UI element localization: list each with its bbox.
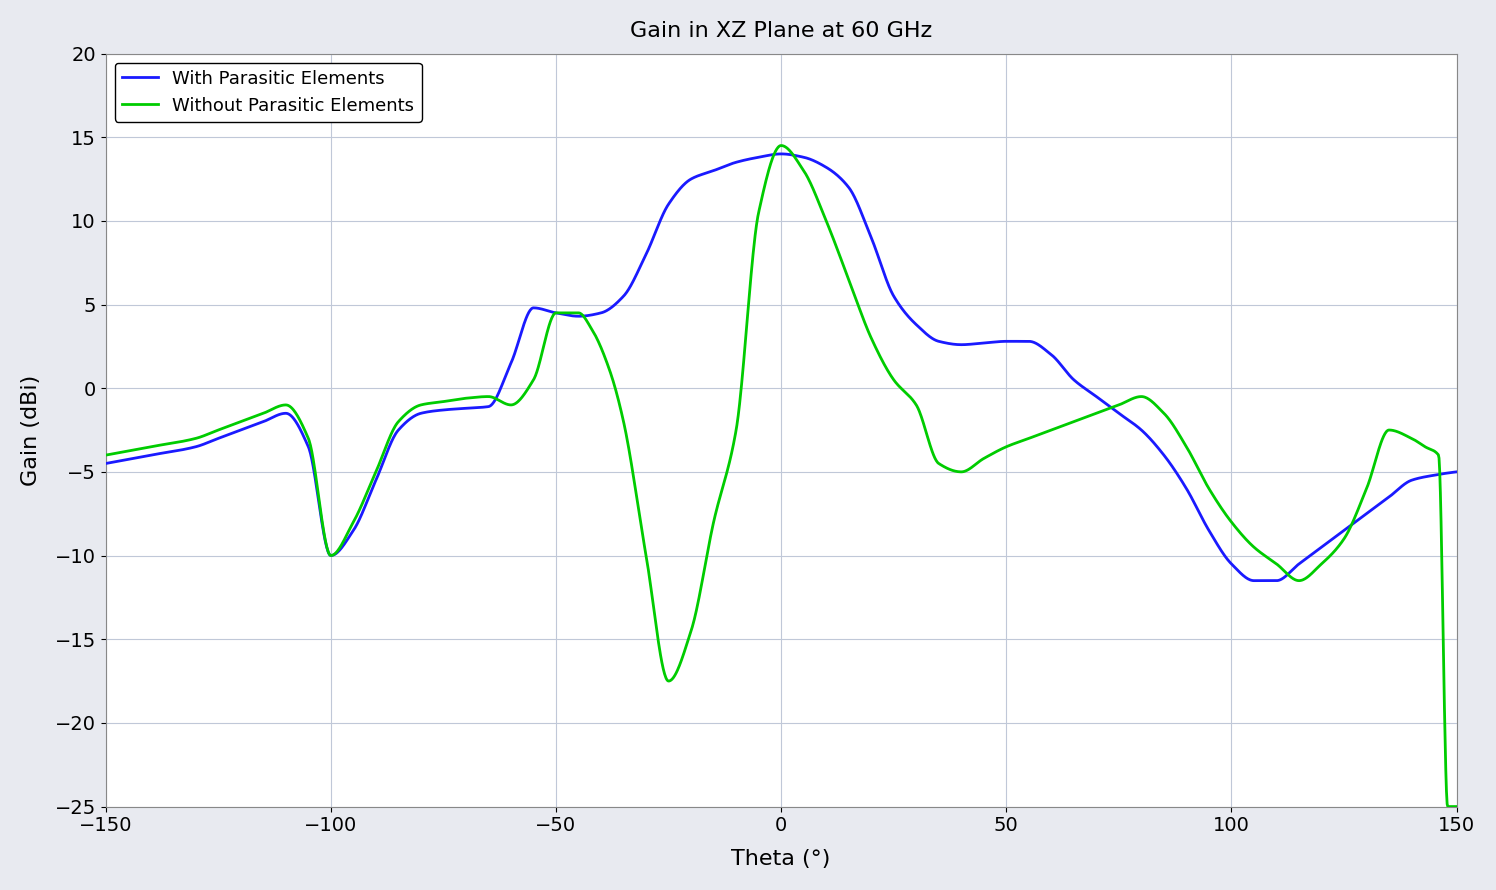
Without Parasitic Elements xyxy=(1439,801,1457,812)
Without Parasitic Elements xyxy=(718,467,736,478)
Y-axis label: Gain (dBi): Gain (dBi) xyxy=(21,375,40,486)
With Parasitic Elements xyxy=(1448,466,1466,477)
With Parasitic Elements xyxy=(166,446,184,457)
Line: With Parasitic Elements: With Parasitic Elements xyxy=(106,154,1457,580)
With Parasitic Elements xyxy=(1161,458,1179,469)
With Parasitic Elements xyxy=(1246,575,1264,586)
Without Parasitic Elements xyxy=(754,190,772,200)
Without Parasitic Elements xyxy=(1408,436,1426,447)
With Parasitic Elements xyxy=(718,160,736,171)
Without Parasitic Elements xyxy=(166,437,184,448)
With Parasitic Elements xyxy=(754,151,772,162)
Without Parasitic Elements xyxy=(772,141,790,151)
Without Parasitic Elements xyxy=(1409,437,1427,448)
Without Parasitic Elements xyxy=(1161,416,1179,426)
Title: Gain in XZ Plane at 60 GHz: Gain in XZ Plane at 60 GHz xyxy=(630,20,932,41)
With Parasitic Elements xyxy=(97,458,115,469)
Line: Without Parasitic Elements: Without Parasitic Elements xyxy=(106,146,1457,806)
With Parasitic Elements xyxy=(1409,473,1427,483)
Legend: With Parasitic Elements, Without Parasitic Elements: With Parasitic Elements, Without Parasit… xyxy=(115,62,422,122)
Without Parasitic Elements xyxy=(97,449,115,460)
X-axis label: Theta (°): Theta (°) xyxy=(732,849,830,870)
Without Parasitic Elements xyxy=(1448,801,1466,812)
With Parasitic Elements xyxy=(1409,473,1427,483)
With Parasitic Elements xyxy=(772,149,790,159)
